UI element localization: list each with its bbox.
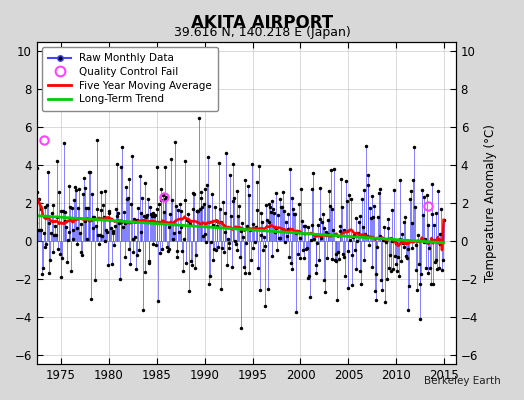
- Legend: Raw Monthly Data, Quality Control Fail, Five Year Moving Average, Long-Term Tren: Raw Monthly Data, Quality Control Fail, …: [42, 47, 219, 111]
- Text: Berkeley Earth: Berkeley Earth: [424, 376, 500, 386]
- Text: 39.616 N, 140.218 E (Japan): 39.616 N, 140.218 E (Japan): [173, 26, 351, 39]
- Text: AKITA AIRPORT: AKITA AIRPORT: [191, 14, 333, 32]
- Y-axis label: Temperature Anomaly (°C): Temperature Anomaly (°C): [484, 124, 497, 282]
